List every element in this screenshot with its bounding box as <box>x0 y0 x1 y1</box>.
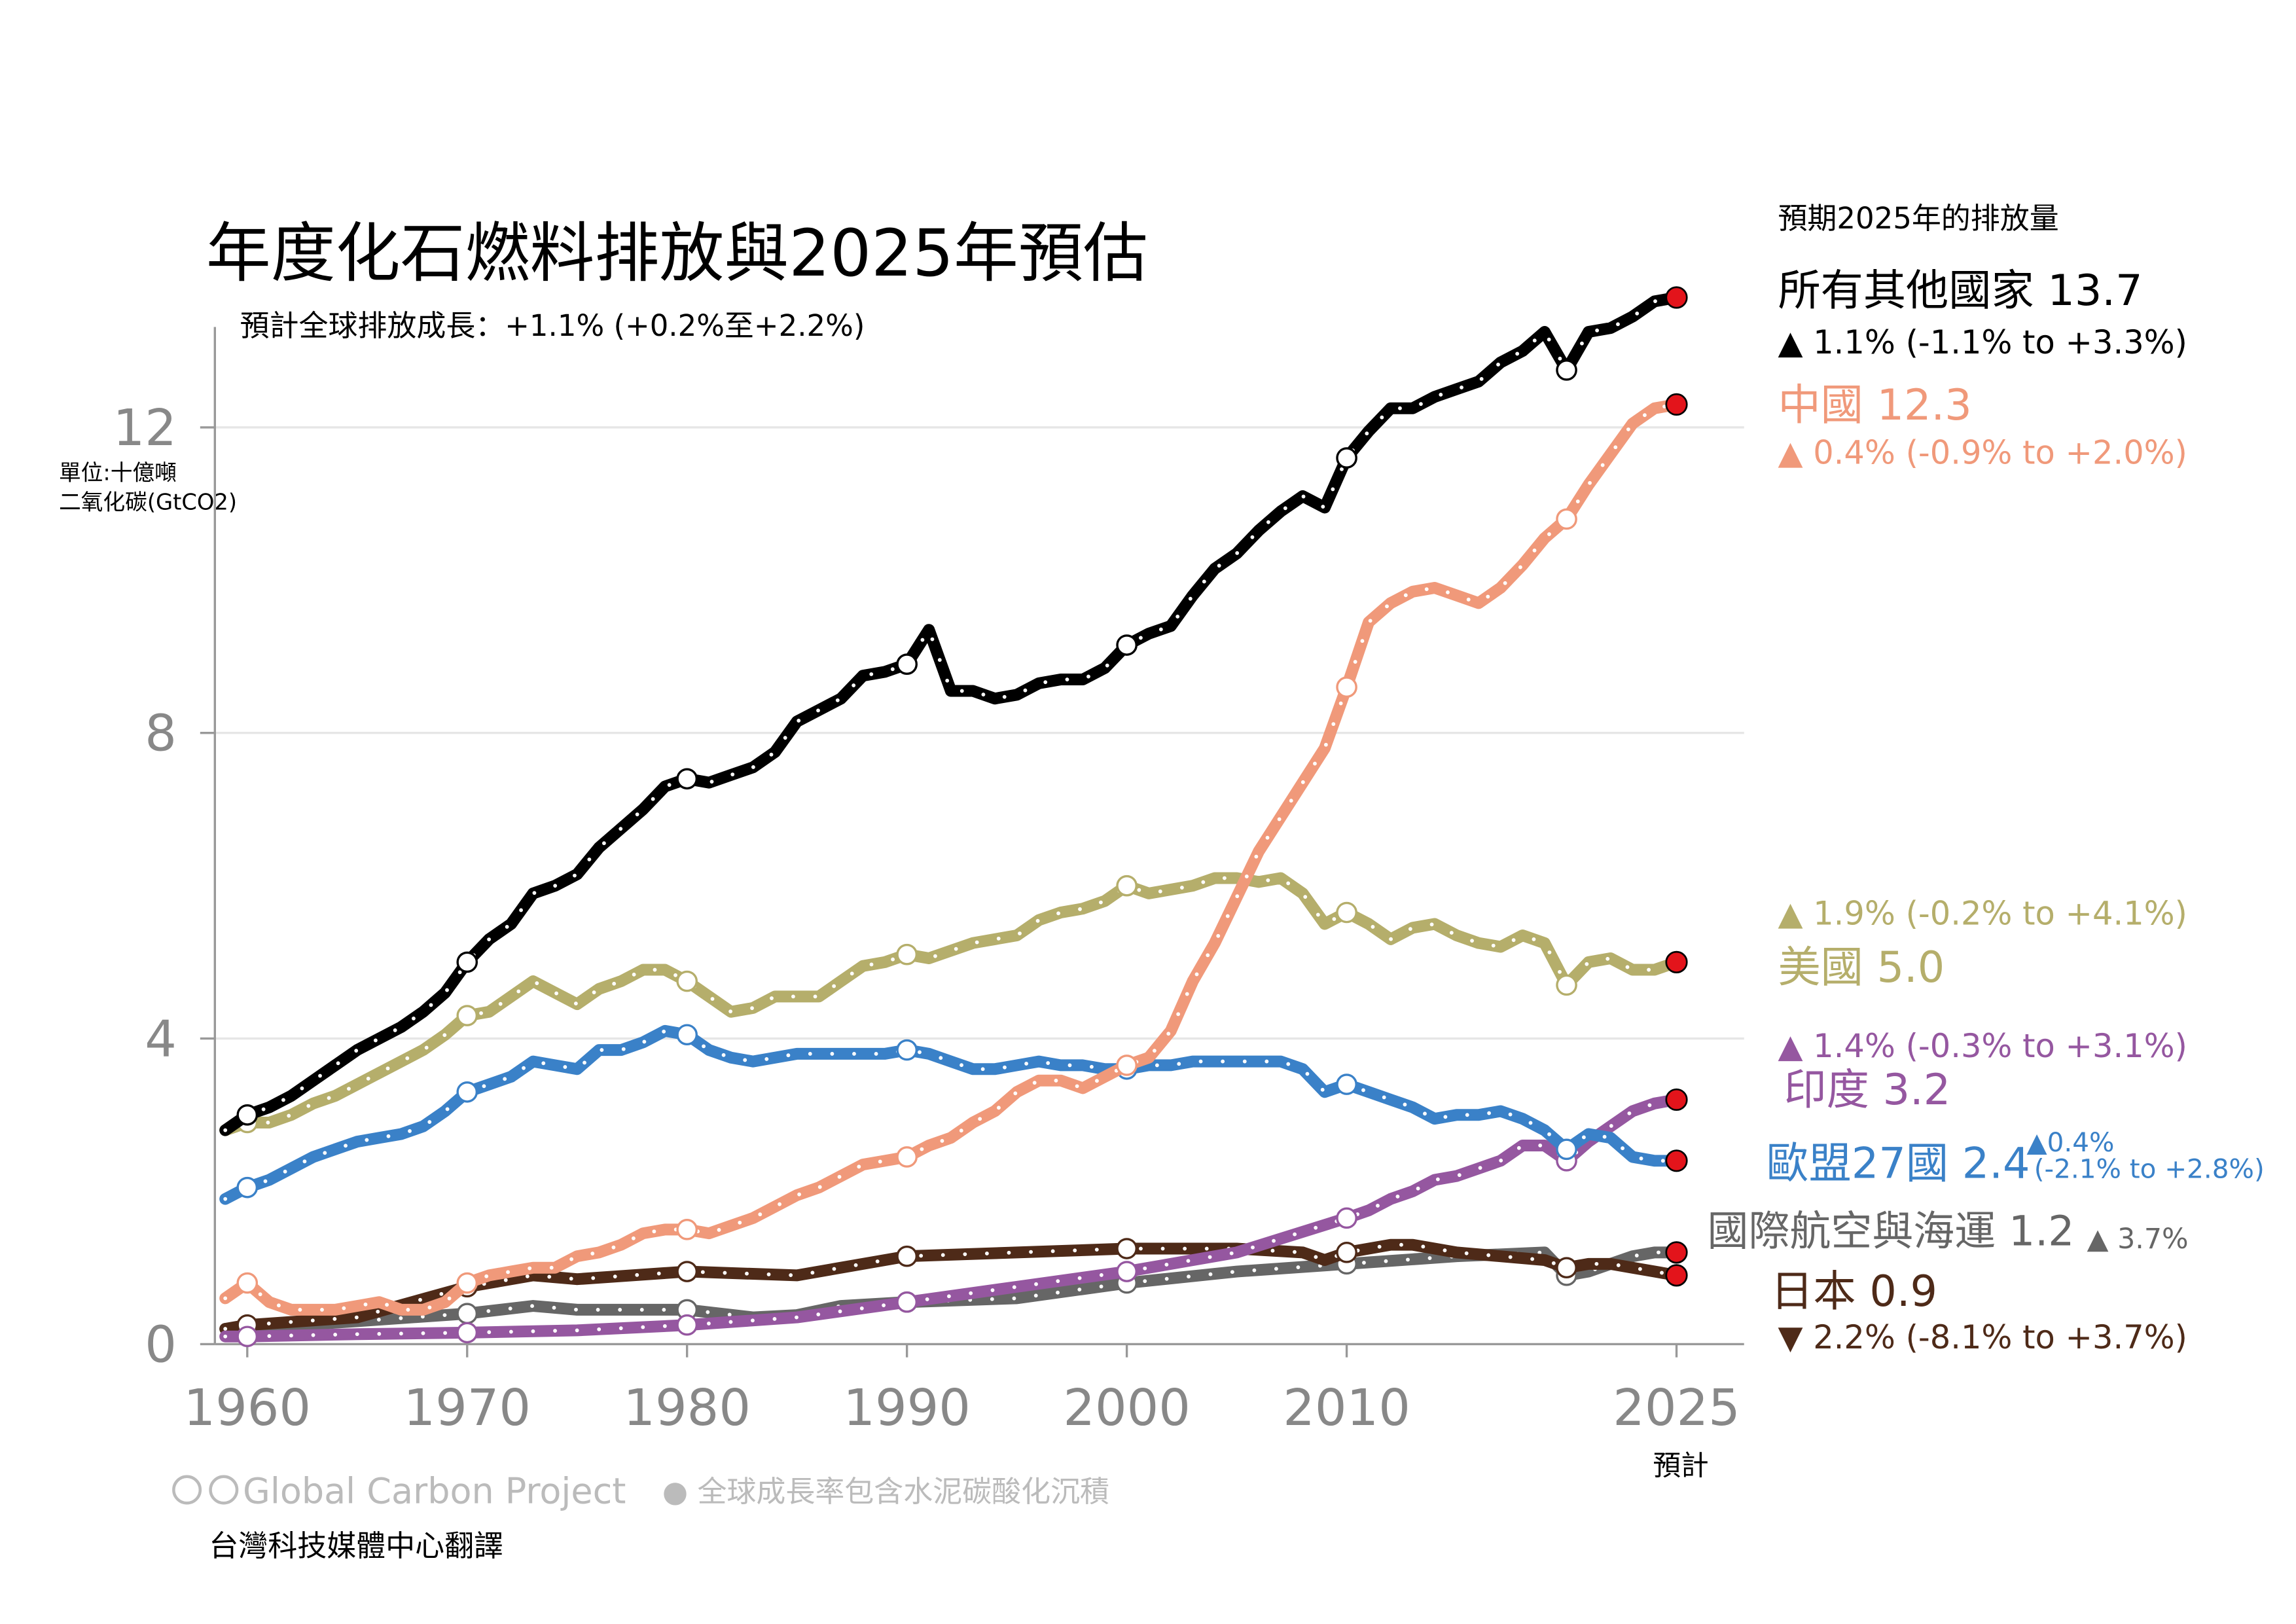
legend-eu-growth: ▲0.4% <box>2026 1127 2114 1158</box>
decade-marker-japan <box>1116 1238 1138 1259</box>
decade-marker-eu <box>236 1176 259 1199</box>
series-lines <box>219 286 1688 1348</box>
decade-marker-china <box>676 1219 698 1240</box>
decade-marker-india <box>1336 1207 1357 1229</box>
decade-marker-china <box>1556 508 1577 530</box>
decade-marker-usa <box>676 970 698 992</box>
decade-marker-row <box>1556 359 1577 381</box>
gridlines <box>200 426 1744 1346</box>
series-year-dots-usa <box>223 876 1679 1132</box>
decade-marker-row <box>676 768 698 790</box>
source-credit: Global Carbon Project <box>243 1470 626 1511</box>
decade-marker-aviation <box>456 1303 478 1325</box>
decade-marker-china <box>896 1146 918 1168</box>
decade-marker-usa <box>1116 875 1138 897</box>
series-line-japan <box>219 1238 1683 1335</box>
x-tick-note: 預計 <box>1653 1450 1708 1483</box>
decade-marker-eu <box>896 1039 918 1061</box>
decade-marker-china <box>236 1272 259 1294</box>
projection-marker-china <box>1665 393 1688 416</box>
decade-marker-usa <box>1336 901 1357 924</box>
translator-credit: 台灣科技媒體中心翻譯 <box>209 1528 503 1563</box>
x-tick-label: 1980 <box>623 1379 751 1437</box>
decade-marker-row <box>896 653 918 676</box>
legend-china-growth: ▲ 0.4% (-0.9% to +2.0%) <box>1778 434 2187 472</box>
legend-china-name: 中國 12.3 <box>1778 380 1971 430</box>
decade-marker-usa <box>896 943 918 965</box>
decade-marker-row <box>236 1104 259 1126</box>
series-eu <box>219 1024 1688 1205</box>
legend-india-name: 印度 3.2 <box>1784 1065 1950 1115</box>
y-tick-label: 0 <box>145 1316 177 1374</box>
decade-marker-japan <box>1556 1257 1577 1279</box>
series-line-india <box>219 1093 1683 1343</box>
decade-marker-usa <box>456 1005 478 1026</box>
decade-marker-india <box>896 1291 918 1313</box>
decade-marker-china <box>456 1272 478 1294</box>
footnote: ● 全球成長率包含水泥碳酸化沉積 <box>662 1474 1109 1509</box>
decade-marker-india <box>676 1314 698 1336</box>
series-row <box>219 286 1688 1136</box>
projection-marker-japan <box>1665 1264 1688 1287</box>
decade-marker-eu <box>1556 1138 1577 1161</box>
decade-marker-india <box>236 1326 259 1348</box>
y-tick-label: 12 <box>113 399 177 458</box>
series-year-dots-row <box>223 295 1679 1132</box>
projection-marker-usa <box>1665 950 1688 973</box>
y-tick-labels: 0 4 8 12 <box>113 399 177 1375</box>
decade-marker-japan <box>676 1261 698 1282</box>
decade-marker-japan <box>1336 1242 1357 1263</box>
series-line-row <box>219 291 1683 1136</box>
y-tick-label: 4 <box>145 1011 177 1069</box>
legend-eu-name: 歐盟27國 2.4 <box>1766 1138 2030 1188</box>
legend-row-name: 所有其他國家 13.7 <box>1778 266 2142 316</box>
legend-eu-range: (-2.1% to +2.8%) <box>2034 1153 2265 1184</box>
x-tick-label: 2010 <box>1283 1379 1410 1437</box>
y-unit-label-1: 單位:十億噸 <box>59 460 177 485</box>
decade-marker-usa <box>1556 974 1577 996</box>
legend-usa-growth: ▲ 1.9% (-0.2% to +4.1%) <box>1778 895 2187 933</box>
projection-marker-eu <box>1665 1149 1688 1172</box>
decade-marker-china <box>1116 1055 1138 1076</box>
x-tick-label: 1990 <box>843 1379 971 1437</box>
x-tick-label: 1970 <box>403 1379 531 1437</box>
decade-marker-eu <box>456 1081 478 1103</box>
series-china <box>219 393 1688 1316</box>
legend-japan-growth: ▼ 2.2% (-8.1% to +3.7%) <box>1778 1318 2187 1356</box>
decade-marker-japan <box>896 1245 918 1267</box>
decade-marker-india <box>1116 1261 1138 1282</box>
y-tick-label: 8 <box>145 705 177 763</box>
projection-marker-aviation <box>1665 1241 1688 1264</box>
series-india <box>219 1088 1688 1348</box>
projection-marker-row <box>1665 286 1688 309</box>
decade-marker-eu <box>676 1024 698 1046</box>
legend-japan-name: 日本 0.9 <box>1770 1267 1937 1316</box>
cc-license-icon <box>172 1475 239 1505</box>
legend-aviation-name: 國際航空與海運 1.2 <box>1708 1208 2075 1255</box>
series-usa <box>219 872 1688 1136</box>
decade-marker-eu <box>1336 1074 1357 1095</box>
legend-usa-name: 美國 5.0 <box>1778 943 1945 992</box>
legend-aviation-growth: ▲ 3.7% <box>2087 1223 2189 1255</box>
y-unit-label-2: 二氧化碳(GtCO2) <box>59 489 237 514</box>
chart-title: 年度化石燃料排放與2025年預估 <box>206 216 1148 291</box>
x-tick-label: 2000 <box>1063 1379 1191 1437</box>
legend-india-growth: ▲ 1.4% (-0.3% to +3.1%) <box>1778 1027 2187 1065</box>
decade-marker-row <box>456 951 478 973</box>
x-tick-label: 1960 <box>184 1379 312 1437</box>
series-line-usa <box>219 872 1683 1136</box>
decade-marker-india <box>456 1322 478 1344</box>
projection-marker-india <box>1665 1088 1688 1111</box>
legend-header: 預期2025年的排放量 <box>1778 201 2058 236</box>
x-tick-label: 2025 <box>1613 1379 1740 1437</box>
chart-subtitle: 預計全球排放成長：+1.1% (+0.2%至+2.2%) <box>240 308 865 343</box>
decade-marker-china <box>1336 676 1357 698</box>
decade-marker-row <box>1336 447 1357 469</box>
decade-marker-row <box>1116 634 1138 656</box>
legend-row-growth: ▲ 1.1% (-1.1% to +3.3%) <box>1778 323 2187 361</box>
x-tick-labels: 1960 1970 1980 1990 2000 2010 2025 <box>184 1344 1740 1437</box>
